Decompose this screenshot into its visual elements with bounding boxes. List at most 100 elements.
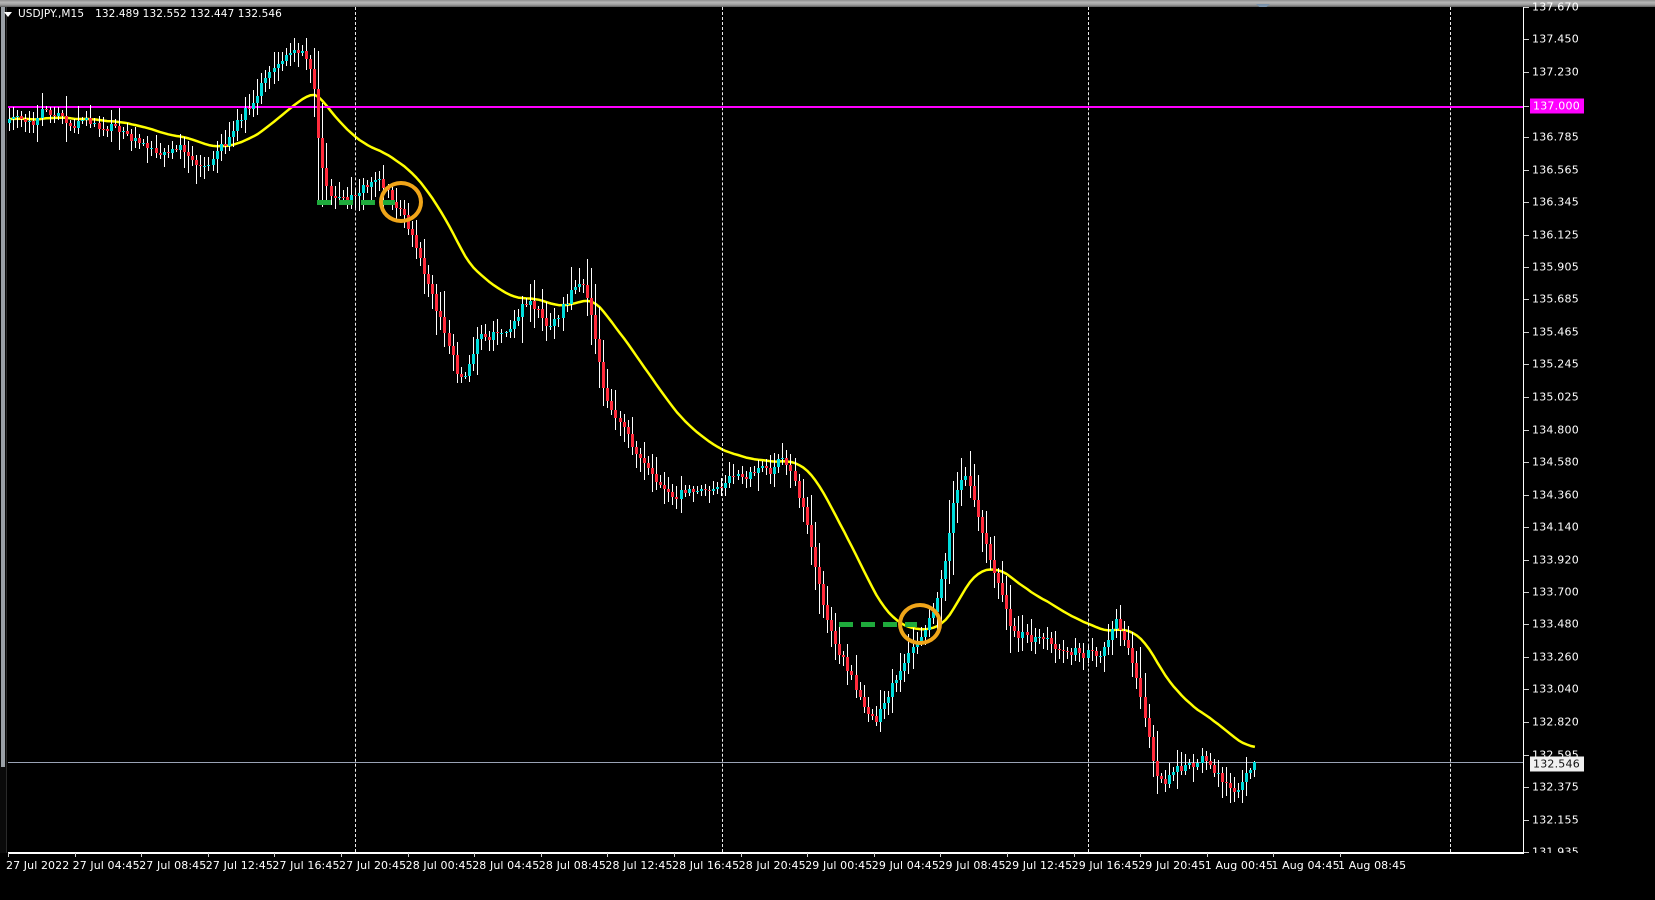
candle-bearish [1135,662,1139,678]
candle-bullish [1086,649,1090,658]
candle-wick [745,470,747,488]
candle-bearish [32,121,36,126]
candle-bearish [44,109,48,111]
price-tick [1524,234,1529,236]
candle-wick [1099,651,1101,664]
time-label: 1 Aug 08:45 [1338,859,1407,872]
price-label: 136.565 [1532,163,1579,177]
time-label: 29 Jul 00:45 [805,859,873,872]
candle-wick [163,148,165,167]
candle-bearish [1131,647,1135,663]
chart-plot-area[interactable] [8,7,1523,852]
candle-bearish [64,116,68,123]
candle-bearish [447,333,451,347]
time-label: 28 Jul 00:45 [405,859,473,872]
candle-wick [338,181,340,205]
price-axis[interactable]: 137.670 137.450 137.230 137.000 136.785 136.5… [1524,1,1655,859]
candle-wick [521,295,523,343]
candle-bullish [907,653,911,663]
moving-average-line [9,93,1256,749]
time-tick [674,853,675,857]
candle-bearish [708,489,712,492]
setup-1 [379,181,423,224]
candle-wick [639,447,641,473]
candle-wick [733,463,735,485]
price-label: 134.580 [1532,455,1579,469]
candle-wick [969,451,971,499]
price-label: 134.800 [1532,423,1579,437]
caret-down-icon[interactable] [4,11,12,17]
candle-bearish [345,196,349,201]
candle-bullish [1216,772,1220,774]
time-axis[interactable]: 27 Jul 2022 27 Jul 04:45 27 Jul 08:45 27 Ju… [0,853,1655,900]
candle-bearish [199,164,203,167]
candle-wick [1250,768,1252,780]
candle-bullish [244,107,248,121]
candle-bullish [150,147,154,149]
candle-wick [660,475,662,489]
candle-wick [1185,753,1187,775]
candle-bearish [1090,649,1094,652]
candle-bearish [1204,756,1208,761]
candle-bearish [765,465,769,469]
candle-bearish [1082,653,1086,658]
candle-bearish [655,474,659,483]
candle-wick [489,331,491,351]
candle-bearish [443,316,447,334]
time-tick [74,853,76,857]
candle-wick [196,154,198,184]
time-tick [474,853,476,857]
candle-bearish [793,470,797,482]
price-tick [1524,71,1529,73]
candle-bullish [878,708,882,722]
candle-bullish [207,165,211,167]
candle-bullish [777,459,781,467]
candle-bearish [20,116,24,120]
vertical-scrollbar[interactable] [0,7,7,893]
candle-bearish [651,468,655,475]
candle-bullish [256,95,260,104]
scrollbar-thumb[interactable] [1,7,5,767]
candle-wick [293,37,295,63]
candle-wick [379,170,381,192]
candle-bullish [56,113,60,116]
candle-wick [45,106,47,113]
setup-1-level [317,200,395,206]
candle-bullish [549,325,553,327]
candle-bearish [496,332,500,334]
candle-wick [973,463,975,508]
candle-bullish [891,683,895,698]
candle-bullish [781,457,785,460]
candle-bullish [134,138,138,142]
time-tick [141,853,143,857]
time-tick [1273,853,1275,857]
candle-bearish [590,298,593,315]
candle-bearish [1143,696,1147,719]
candle-bearish [325,168,329,187]
candle-bearish [166,151,170,154]
candle-bearish [451,346,455,355]
candle-wick [497,319,499,345]
candle-bullish [1098,656,1102,658]
candle-bullish [8,118,11,124]
candle-bearish [1212,764,1216,774]
candle-bullish [227,137,231,146]
candle-wick [184,136,185,168]
candle-bearish [1078,648,1082,654]
candle-wick [49,106,51,123]
candle-bullish [956,489,960,504]
candle-bearish [366,185,370,188]
candle-bearish [1005,595,1009,610]
candle-bearish [419,247,423,258]
time-tick [341,853,342,857]
price-label: 136.785 [1532,130,1579,144]
candle-wick [61,109,63,124]
candle-bearish [545,317,549,326]
candle-bullish [378,179,382,181]
candle-wick [70,120,72,132]
candle-bullish [109,124,113,131]
candle-wick [102,116,104,137]
candle-bearish [683,490,687,494]
candle-bullish [895,680,899,684]
candle-bullish [1037,636,1041,638]
